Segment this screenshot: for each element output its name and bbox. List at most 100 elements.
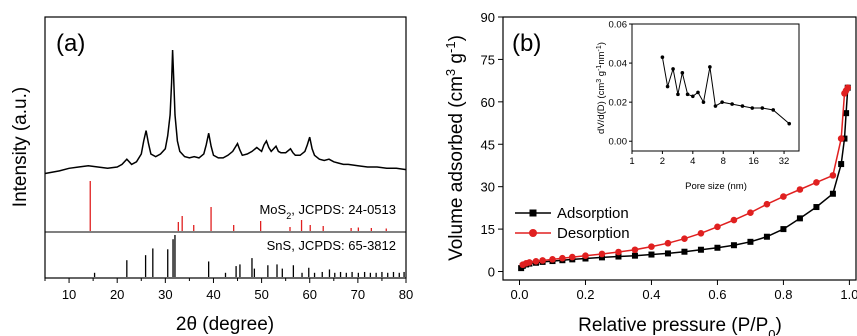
inset-y-axis-title: dV/d(D) (cm3 g-1nm-1)	[596, 42, 608, 134]
desorption-point	[519, 261, 527, 269]
adsorption-point	[714, 244, 721, 251]
inset-point	[760, 106, 765, 110]
y-tick-label: 90	[481, 10, 495, 25]
desorption-point	[780, 193, 787, 200]
adsorption-point	[615, 253, 622, 260]
inset-x-tick-label: 1	[629, 156, 634, 167]
legend: Adsorption Desorption	[515, 205, 630, 242]
adsorption-point	[598, 254, 605, 261]
panel-b-frame	[502, 16, 857, 281]
legend-adsorption-marker	[529, 209, 537, 217]
adsorption-point	[843, 110, 850, 117]
desorption-point	[813, 179, 820, 186]
inset-pore-size: 1 2 4 8 16 320.000.020.040.06 Pore size (nm) …	[596, 20, 800, 192]
inset-point	[740, 104, 745, 108]
inset-point	[750, 106, 755, 110]
panel-a-x-axis: 10 20 30 40 50 60 70 80	[44, 278, 413, 302]
desorption-point	[714, 223, 721, 231]
x-tick-label: 40	[206, 287, 220, 302]
inset-frame	[631, 23, 800, 152]
inset-point	[713, 104, 718, 108]
y-tick-label: 75	[481, 52, 495, 67]
desorption-point	[841, 90, 848, 97]
adsorption-point	[631, 252, 638, 259]
mos2-reference-label: MoS2, JCPDS: 24-0513	[259, 202, 396, 221]
panel-b-label: (b)	[512, 30, 541, 57]
panel-a-x-axis-title: 2θ (degree)	[176, 314, 274, 335]
desorption-point	[796, 186, 804, 193]
x-tick-label: 60	[302, 287, 316, 302]
legend-desorption-marker	[529, 229, 537, 237]
y-tick-label: 15	[481, 222, 495, 237]
adsorption-point	[681, 248, 688, 255]
inset-x-tick-label: 32	[779, 156, 790, 167]
desorption-point	[568, 253, 576, 261]
desorption-point	[539, 257, 546, 264]
x-tick-label: 50	[254, 287, 268, 302]
panel-a-label: (a)	[56, 30, 85, 57]
inset-point	[720, 100, 724, 104]
inset-point	[708, 65, 712, 69]
desorption-point	[664, 239, 672, 247]
inset-series-points	[660, 55, 792, 126]
sns-reference-group	[93, 235, 405, 277]
inset-axes: 1 2 4 8 16 32 0.00 0.02 0.04 0.06	[609, 20, 790, 168]
inset-point	[696, 90, 700, 95]
adsorption-point	[648, 251, 655, 258]
inset-point	[665, 84, 670, 89]
x-tick-label: 20	[110, 287, 124, 302]
desorption-point	[582, 252, 589, 259]
mos2-reference-group	[89, 181, 387, 231]
sns-reference-label: SnS, JCPDS: 65-3812	[267, 238, 396, 253]
inset-point	[771, 108, 776, 112]
panel-a: (a) MoS2, JCPDS: 24-0513 SnS, JCPDS: 65-…	[10, 16, 413, 335]
panel-b-x-axis-title: Relative pressure (P/P0)	[578, 315, 782, 336]
inset-point	[730, 102, 734, 106]
inset-x-tick-label: 4	[690, 156, 695, 167]
desorption-point	[837, 135, 845, 142]
panel-b: (b) 0.0 0.2 0.4 0.6 0.8 1.0 0 15 30 45 60 75 90 Adso…	[443, 10, 857, 336]
adsorption-point	[838, 161, 845, 168]
inset-y-tick-label: 0.00	[609, 137, 628, 148]
panel-a-frame	[44, 16, 407, 279]
desorption-point	[615, 248, 622, 256]
desorption-point	[730, 216, 738, 224]
desorption-point	[681, 235, 688, 243]
inset-point	[660, 55, 665, 60]
desorption-point	[648, 243, 655, 250]
adsorption-point	[747, 238, 754, 245]
desorption-point	[747, 209, 754, 216]
inset-point	[685, 92, 690, 97]
legend-adsorption-label: Adsorption	[557, 205, 629, 222]
inset-point	[787, 121, 792, 126]
desorption-point	[631, 246, 639, 254]
desorption-point	[549, 256, 556, 263]
x-tick-label: 70	[351, 287, 365, 302]
inset-point	[671, 67, 675, 71]
adsorption-point	[813, 204, 820, 211]
x-tick-label: 10	[62, 287, 76, 302]
y-tick-label: 0	[488, 265, 495, 280]
adsorption-point	[664, 250, 671, 257]
inset-point	[680, 71, 685, 75]
adsorption-point	[763, 233, 770, 240]
panel-a-y-axis-title: Intensity (a.u.)	[10, 87, 31, 207]
xrd-pattern-line	[44, 49, 407, 175]
legend-desorption-label: Desorption	[557, 225, 630, 242]
inset-y-tick-label: 0.04	[609, 59, 628, 70]
x-tick-label: 0.8	[774, 287, 792, 302]
adsorption-point	[697, 246, 704, 253]
y-tick-label: 60	[481, 95, 495, 110]
x-tick-label: 0.6	[708, 287, 726, 302]
panel-b-series	[518, 84, 852, 272]
desorption-point	[697, 230, 705, 237]
inset-x-tick-label: 16	[748, 156, 759, 167]
inset-point	[676, 92, 680, 97]
x-tick-label: 0.4	[642, 287, 660, 302]
panel-b-axes: 0.0 0.2 0.4 0.6 0.8 1.0 0 15 30 45 60 75 90	[481, 10, 857, 302]
adsorption-point	[730, 242, 737, 249]
desorption-point	[559, 254, 566, 262]
inset-y-tick-label: 0.02	[609, 98, 628, 109]
adsorption-point	[780, 226, 787, 233]
